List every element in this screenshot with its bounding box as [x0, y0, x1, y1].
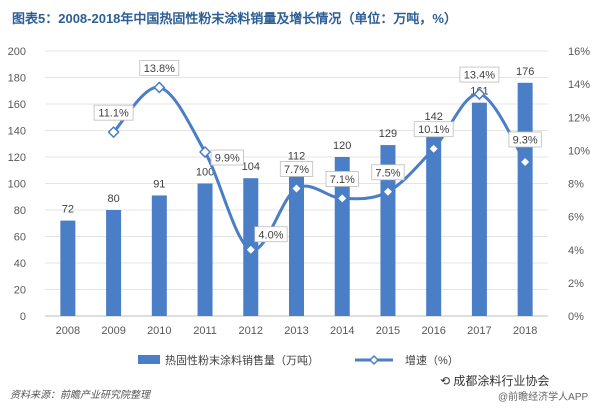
x-tick-label: 2013 [284, 325, 308, 337]
chart-title: 图表5：2008-2018年中国热固性粉末涂料销量及增长情况（单位：万吨，%） [12, 11, 457, 26]
y-right-tick-label: 10% [568, 145, 590, 157]
growth-marker [198, 145, 212, 159]
growth-marker [381, 185, 395, 198]
y-right-tick-label: 6% [568, 212, 584, 224]
growth-value-label: 9.9% [215, 153, 240, 165]
growth-label-box [508, 131, 542, 148]
y-left-tick-label: 60 [14, 232, 26, 244]
x-tick-label: 2008 [56, 325, 80, 337]
x-tick-label: 2016 [421, 325, 445, 337]
growth-value-label: 11.1% [98, 108, 129, 120]
bar-value-label: 129 [379, 128, 397, 140]
growth-marker [427, 142, 440, 155]
y-left-tick-label: 100 [8, 179, 26, 191]
y-left-tick-label: 160 [8, 99, 26, 111]
x-tick-label: 2018 [513, 325, 537, 337]
growth-value-label: 7.7% [284, 164, 309, 176]
y-left-tick-label: 80 [14, 205, 26, 217]
growth-line [112, 85, 527, 252]
bar-value-label: 120 [333, 140, 351, 152]
growth-label-box [459, 66, 500, 83]
legend-bar-swatch [138, 355, 160, 364]
growth-label-box [139, 60, 180, 76]
growth-label-box [279, 161, 314, 177]
bar [197, 183, 213, 316]
bar-value-label: 112 [288, 151, 306, 163]
x-tick-label: 2014 [330, 325, 354, 337]
growth-value-label: 13.4% [464, 70, 495, 82]
growth-marker [519, 155, 532, 169]
growth-value-label: 13.8% [144, 63, 175, 75]
growth-label-box [413, 121, 454, 138]
growth-label-box [254, 226, 288, 243]
watermark-account-text: 成都涂料行业协会 [453, 374, 550, 388]
growth-label-box [210, 149, 244, 166]
bar-value-label: 142 [425, 111, 443, 123]
legend-line-marker [368, 354, 380, 366]
growth-value-label: 7.5% [375, 167, 400, 179]
growth-marker [153, 81, 166, 94]
bar [289, 167, 304, 316]
growth-marker [473, 88, 486, 101]
source-note: 资料来源：前瞻产业研究院整理 [10, 390, 150, 401]
y-right-tick-label: 8% [568, 179, 584, 191]
x-tick-label: 2011 [193, 325, 217, 337]
y-right-tick-label: 2% [568, 278, 584, 290]
growth-marker [244, 243, 257, 256]
y-left-tick-label: 140 [8, 126, 26, 138]
bar [426, 127, 442, 316]
x-tick-label: 2010 [147, 325, 171, 337]
legend-line-label: 增速（%） [405, 353, 459, 367]
y-right-tick-label: 16% [568, 46, 590, 58]
x-tick-label: 2009 [101, 325, 125, 337]
legend-bar-label: 热固性粉末涂料销售量（万吨） [165, 353, 319, 367]
y-left-tick-label: 200 [8, 46, 26, 58]
y-left-tick-label: 180 [8, 73, 26, 85]
bar [106, 210, 122, 316]
growth-marker [107, 126, 120, 139]
x-tick-label: 2017 [467, 325, 491, 337]
growth-marker [290, 182, 303, 195]
x-tick-label: 2012 [239, 325, 263, 337]
bar [517, 82, 533, 316]
bar-value-label: 80 [107, 193, 119, 205]
growth-value-label: 4.0% [258, 229, 283, 241]
y-left-tick-label: 20 [14, 285, 26, 297]
watermark-account: ⟲ 成都涂料行业协会 [440, 372, 549, 389]
bar-value-label: 176 [516, 66, 534, 78]
bar-value-label: 72 [62, 204, 74, 216]
growth-label-box [371, 164, 405, 181]
bar-value-label: 100 [196, 167, 214, 179]
growth-value-label: 10.1% [418, 124, 449, 136]
y-left-tick-label: 0 [20, 311, 26, 323]
watermark-app: @前瞻经济学人APP [498, 392, 589, 403]
bar [60, 220, 76, 316]
growth-label-box [93, 104, 134, 121]
growth-value-label: 9.3% [513, 134, 538, 146]
x-tick-label: 2015 [376, 325, 400, 337]
y-right-tick-label: 4% [568, 245, 584, 257]
y-right-tick-label: 14% [568, 79, 590, 91]
wechat-icon: ⟲ [440, 374, 454, 388]
bar-value-label: 91 [153, 178, 165, 190]
bar [471, 102, 487, 316]
bar [151, 195, 167, 316]
y-left-tick-label: 40 [14, 258, 26, 270]
growth-label-box [325, 171, 359, 187]
y-left-tick-label: 120 [8, 152, 26, 164]
bar-value-label: 104 [242, 161, 260, 173]
growth-value-label: 7.1% [330, 174, 355, 186]
y-right-tick-label: 12% [568, 112, 590, 124]
growth-marker [336, 192, 349, 205]
y-right-tick-label: 0% [568, 311, 584, 323]
